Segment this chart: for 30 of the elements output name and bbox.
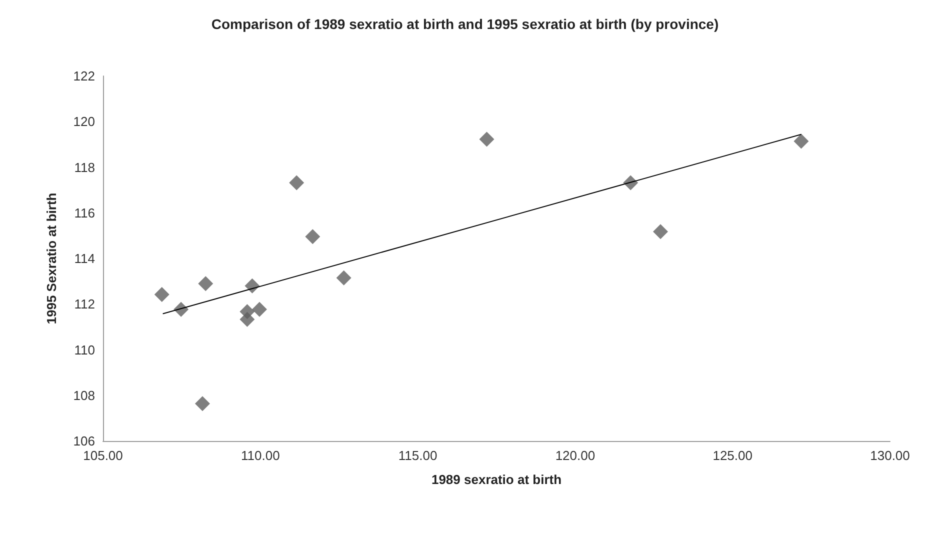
x-axis-title: 1989 sexratio at birth: [431, 472, 562, 487]
y-tick-label: 112: [74, 296, 95, 312]
point: [653, 224, 668, 240]
point: [479, 132, 494, 147]
y-tick-label: 114: [74, 251, 95, 266]
point: [240, 312, 255, 327]
x-tick-label: 110.00: [241, 448, 280, 463]
x-tick-label: 120.00: [555, 448, 596, 463]
point: [154, 287, 170, 302]
y-tick-label: 122: [73, 68, 95, 84]
y-axis-title: 1995 Sexratio at birth: [44, 192, 59, 324]
x-tick-label: 130.00: [870, 448, 910, 463]
point: [244, 278, 260, 294]
x-tick-label: 105.00: [83, 448, 123, 463]
point: [194, 396, 210, 412]
point: [252, 302, 267, 317]
point: [198, 276, 214, 292]
x-tick-label: 125.00: [712, 448, 752, 463]
y-tick-label: 108: [73, 388, 95, 403]
y-tick-label: 110: [74, 342, 95, 358]
y-tick-label: 120: [73, 114, 95, 130]
y-tick-label: 116: [74, 205, 95, 220]
point: [794, 134, 809, 149]
y-tick-label: 106: [73, 434, 95, 448]
y-tick-label: 118: [74, 160, 95, 175]
point: [305, 229, 320, 244]
point: [289, 175, 304, 190]
point: [336, 270, 352, 286]
x-tick-label: 115.00: [398, 448, 438, 463]
chart-title: Comparison of 1989 sexratio at birth and 1995 sexratio at birth (by province): [211, 16, 719, 32]
